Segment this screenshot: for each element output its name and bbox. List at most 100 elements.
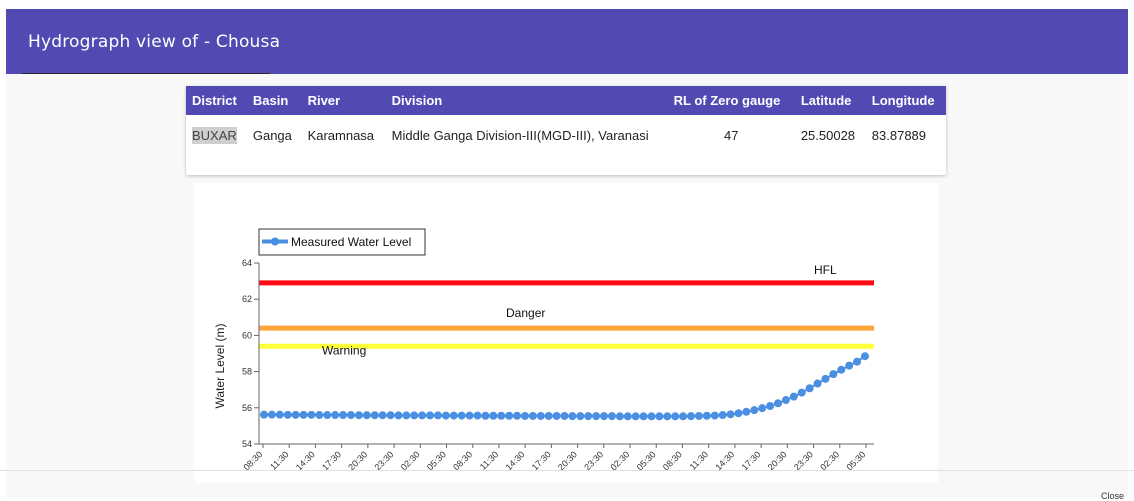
data-point[interactable] — [465, 411, 474, 420]
data-point[interactable] — [750, 406, 759, 415]
data-point[interactable] — [560, 411, 569, 420]
data-point[interactable] — [505, 411, 514, 420]
data-point[interactable] — [829, 370, 838, 379]
reference-label-hfl: HFL — [814, 263, 837, 277]
data-point[interactable] — [758, 404, 767, 413]
data-point[interactable] — [410, 411, 419, 420]
x-tick-label: 23:30 — [372, 449, 395, 472]
data-point[interactable] — [845, 361, 854, 370]
data-point[interactable] — [821, 374, 830, 383]
hydrograph-chart-card: HFL Danger Warning 54 56 58 60 62 64 08:30 11:30… — [194, 183, 938, 483]
data-point[interactable] — [837, 365, 846, 374]
x-tick-label: 14:30 — [504, 449, 527, 472]
data-point[interactable] — [710, 411, 719, 420]
data-point[interactable] — [600, 412, 609, 421]
data-point[interactable] — [671, 412, 680, 421]
data-point[interactable] — [378, 411, 387, 420]
page-header: Hydrograph view of - Chousa — [6, 9, 1128, 74]
data-point[interactable] — [449, 411, 458, 420]
data-point[interactable] — [291, 410, 300, 419]
page-title: Hydrograph view of - Chousa — [28, 32, 281, 52]
data-point[interactable] — [631, 412, 640, 421]
data-point[interactable] — [789, 392, 798, 401]
data-point[interactable] — [346, 411, 355, 420]
data-point[interactable] — [433, 411, 442, 420]
data-point[interactable] — [568, 412, 577, 421]
data-point[interactable] — [781, 396, 790, 405]
data-point[interactable] — [299, 410, 308, 419]
data-point[interactable] — [315, 411, 324, 420]
data-point[interactable] — [639, 412, 648, 421]
y-tick-label: 54 — [242, 439, 252, 449]
data-point[interactable] — [497, 411, 506, 420]
data-point[interactable] — [647, 412, 656, 421]
data-point[interactable] — [702, 411, 711, 420]
data-point[interactable] — [552, 411, 561, 420]
data-point[interactable] — [370, 411, 379, 420]
data-point[interactable] — [354, 411, 363, 420]
data-point[interactable] — [489, 411, 498, 420]
data-point[interactable] — [441, 411, 450, 420]
reference-lines: HFL Danger Warning — [259, 263, 874, 357]
data-point[interactable] — [576, 412, 585, 421]
data-point[interactable] — [323, 411, 332, 420]
x-tick-label: 02:30 — [818, 449, 841, 472]
data-point[interactable] — [331, 411, 340, 420]
data-point[interactable] — [694, 411, 703, 420]
data-point[interactable] — [394, 411, 403, 420]
data-point[interactable] — [623, 412, 632, 421]
data-point[interactable] — [307, 410, 316, 419]
data-point[interactable] — [734, 409, 743, 418]
data-point[interactable] — [339, 411, 348, 420]
x-tick-label: 17:30 — [320, 449, 343, 472]
data-point[interactable] — [607, 412, 616, 421]
data-point[interactable] — [592, 412, 601, 421]
data-point[interactable] — [536, 411, 545, 420]
data-point[interactable] — [426, 411, 435, 420]
data-point[interactable] — [853, 357, 862, 366]
data-point[interactable] — [774, 399, 783, 408]
data-point[interactable] — [742, 407, 751, 416]
data-point[interactable] — [457, 411, 466, 420]
cell-river: Karamnasa — [307, 127, 375, 143]
data-point[interactable] — [386, 411, 395, 420]
data-point[interactable] — [544, 411, 553, 420]
data-point[interactable] — [513, 411, 522, 420]
reference-label-warning: Warning — [322, 343, 366, 357]
data-point[interactable] — [797, 388, 806, 397]
data-point[interactable] — [418, 411, 427, 420]
data-point[interactable] — [718, 411, 727, 420]
data-point[interactable] — [520, 411, 529, 420]
data-point[interactable] — [584, 412, 593, 421]
data-point[interactable] — [275, 410, 284, 419]
data-point[interactable] — [687, 412, 696, 421]
close-button[interactable]: Close — [1101, 491, 1125, 501]
data-point[interactable] — [679, 412, 688, 421]
data-point[interactable] — [362, 411, 371, 420]
y-tick-label: 58 — [242, 367, 252, 377]
x-tick-label: 05:30 — [635, 449, 658, 472]
data-point[interactable] — [805, 384, 814, 393]
data-point[interactable] — [402, 411, 411, 420]
series-line — [264, 355, 866, 418]
table-row: BUXAR Ganga Karamnasa Middle Ganga Divis… — [186, 115, 946, 155]
data-point[interactable] — [861, 352, 869, 361]
data-point[interactable] — [283, 410, 292, 419]
data-point[interactable] — [528, 411, 537, 420]
data-point[interactable] — [655, 412, 664, 421]
data-point[interactable] — [615, 412, 624, 421]
column-header-river: River — [301, 86, 386, 115]
data-point[interactable] — [766, 401, 775, 410]
data-point[interactable] — [260, 410, 268, 419]
chart-legend[interactable]: Measured Water Level — [258, 228, 426, 256]
data-point[interactable] — [726, 410, 735, 419]
data-point[interactable] — [267, 410, 276, 419]
x-tick-label: 08:30 — [451, 449, 474, 472]
data-point[interactable] — [473, 411, 482, 420]
data-point[interactable] — [481, 411, 490, 420]
data-point[interactable] — [813, 379, 822, 388]
title-underline — [22, 73, 270, 74]
data-point[interactable] — [663, 412, 672, 421]
legend-marker — [271, 237, 279, 246]
y-tick-label: 60 — [242, 330, 252, 340]
